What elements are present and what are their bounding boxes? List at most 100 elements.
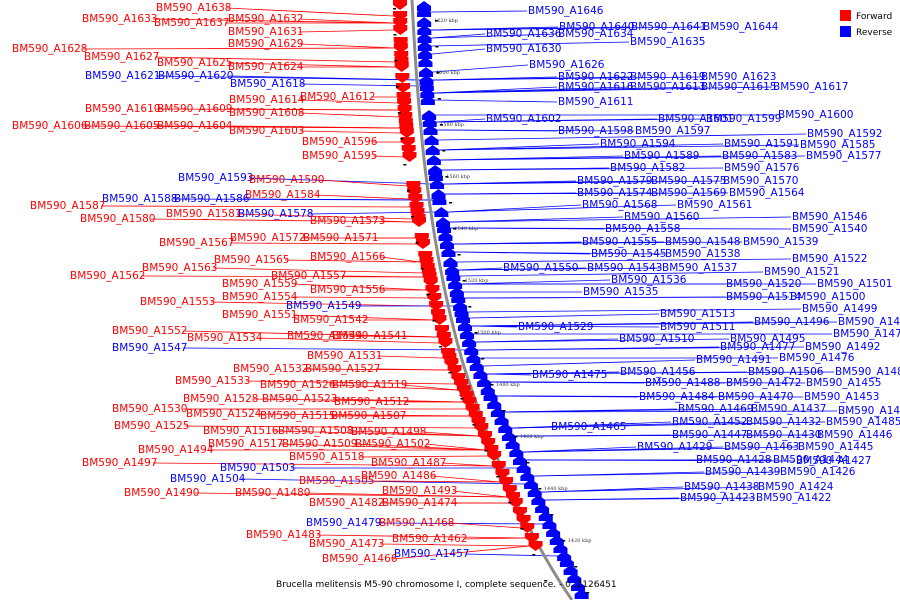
connector-line: [278, 443, 486, 451]
connector-line: [377, 355, 444, 359]
gene-label: BM590_A1599: [706, 113, 781, 125]
gene-label: BM590_A1609: [157, 103, 232, 115]
connector-line: [437, 129, 635, 132]
gene-label: BM590_A1519: [332, 379, 407, 391]
feature-tick: [484, 450, 488, 452]
reverse-gene-arrow: [420, 95, 435, 105]
gene-label: BM590_A1581: [166, 208, 241, 220]
connector-line: [431, 41, 630, 47]
reverse-gene-arrow: [460, 329, 475, 339]
connector-line: [152, 18, 395, 24]
feature-tick: [436, 72, 440, 74]
gene-label: BM590_A1444: [773, 454, 849, 466]
connector-line: [182, 347, 466, 351]
connector-line: [431, 475, 501, 483]
feature-tick: [395, 86, 399, 88]
scale-ticks: 1620 kbp 1600 kbp 1580 kbp 1560 kbp 1540 kbp…: [434, 18, 591, 544]
gene-label: BM590_A1523: [262, 393, 337, 405]
gene-label: BM590_A1507: [331, 410, 406, 422]
reverse-gene-arrow: [419, 81, 434, 91]
feature-tick: [472, 424, 476, 426]
connector-line: [442, 167, 724, 171]
gene-label: BM590_A1493: [382, 485, 457, 497]
gene-label: BM590_A1602: [486, 113, 561, 125]
connector-line: [452, 490, 508, 498]
scale-tick-label: 1580 kbp: [440, 122, 464, 128]
gene-label: BM590_A1480: [235, 487, 310, 499]
gene-label: BM590_A1547: [112, 342, 187, 354]
gene-label: BM590_A1489: [835, 366, 900, 378]
scale-tick-label: 1600 kbp: [436, 70, 460, 76]
reverse-gene-arrow: [498, 423, 513, 433]
gene-label: BM590_A1513: [660, 308, 735, 320]
connector-line: [541, 486, 758, 493]
map-caption: Brucella melitensis M5-90 chromosome I, …: [276, 580, 617, 590]
gene-label: BM590_A1582: [610, 162, 685, 174]
gene-label: BM590_A1646: [528, 5, 604, 17]
connector-line: [444, 180, 723, 185]
gene-label: BM590_A1530: [112, 403, 187, 415]
reverse-gene-arrow: [417, 7, 432, 17]
reverse-gene-arrow: [419, 67, 433, 77]
gene-label: BM590_A1633: [82, 13, 157, 25]
connector-line: [432, 64, 529, 73]
gene-label: BM590_A1545: [591, 248, 666, 260]
legend-reverse-label: Reverse: [856, 28, 893, 38]
gene-label: BM590_A1473: [309, 538, 384, 550]
gene-label: BM590_A1474: [382, 497, 458, 509]
connector-line: [526, 459, 796, 462]
gene-label: BM590_A1560: [624, 211, 699, 223]
connector-line: [298, 18, 395, 24]
gene-label: BM590_A1514: [726, 291, 802, 303]
gene-label: BM590_A1548: [665, 236, 740, 248]
connector-line: [523, 446, 798, 453]
connector-line: [434, 99, 558, 103]
connector-line: [470, 313, 660, 319]
reverse-gene-arrow: [527, 487, 542, 497]
reverse-gene-arrow: [487, 399, 502, 409]
reverse-gene-arrow: [509, 447, 524, 457]
gene-label: BM590_A1621: [85, 70, 160, 82]
reverse-gene-arrow: [513, 455, 527, 465]
reverse-gene-arrow: [490, 407, 505, 417]
reverse-gene-arrow: [425, 145, 440, 155]
gene-label: BM590_A1606: [12, 120, 88, 132]
connector-line: [487, 373, 532, 376]
connector-line: [465, 296, 790, 299]
gene-label: BM590_A1638: [156, 2, 231, 14]
forward-gene-arrow: [474, 423, 489, 433]
connector-line: [352, 443, 486, 451]
connector-line: [431, 26, 703, 31]
connector-line: [379, 543, 530, 547]
connector-line: [369, 480, 501, 483]
gene-label: BM590_A1446: [817, 429, 893, 441]
gene-label: BM590_A1512: [334, 396, 409, 408]
gene-label: BM590_A1487: [371, 457, 446, 469]
gene-label: BM590_A1635: [630, 36, 705, 48]
connector-line: [460, 271, 764, 277]
gene-label: BM590_A1629: [228, 38, 303, 50]
gene-label: BM590_A1578: [238, 208, 313, 220]
connector-line: [100, 205, 411, 208]
gene-label: BM590_A1529: [518, 321, 593, 333]
connector-line: [497, 395, 804, 398]
feature-tick: [437, 98, 441, 100]
gene-label: BM590_A1605: [84, 120, 159, 132]
connector-line: [459, 267, 662, 271]
gene-label: BM590_A1483: [246, 529, 321, 541]
gene-label: BM590_A1540: [792, 223, 867, 235]
reverse-gene-arrow: [483, 391, 498, 401]
reverse-gene-arrow: [424, 135, 439, 145]
connector-line: [441, 462, 493, 467]
gene-label: BM590_A1573: [310, 215, 385, 227]
connector-line: [299, 130, 401, 134]
feature-tick: [457, 254, 461, 256]
gene-label: BM590_A1498: [351, 426, 426, 438]
gene-label: BM590_A1539: [743, 236, 818, 248]
gene-label: BM590_A1542: [293, 314, 368, 326]
gene-label: BM590_A1565: [214, 254, 289, 266]
reverse-gene-arrow: [477, 377, 492, 387]
gene-label: BM590_A1524: [186, 408, 262, 420]
gene-label: BM590_A1583: [722, 150, 797, 162]
